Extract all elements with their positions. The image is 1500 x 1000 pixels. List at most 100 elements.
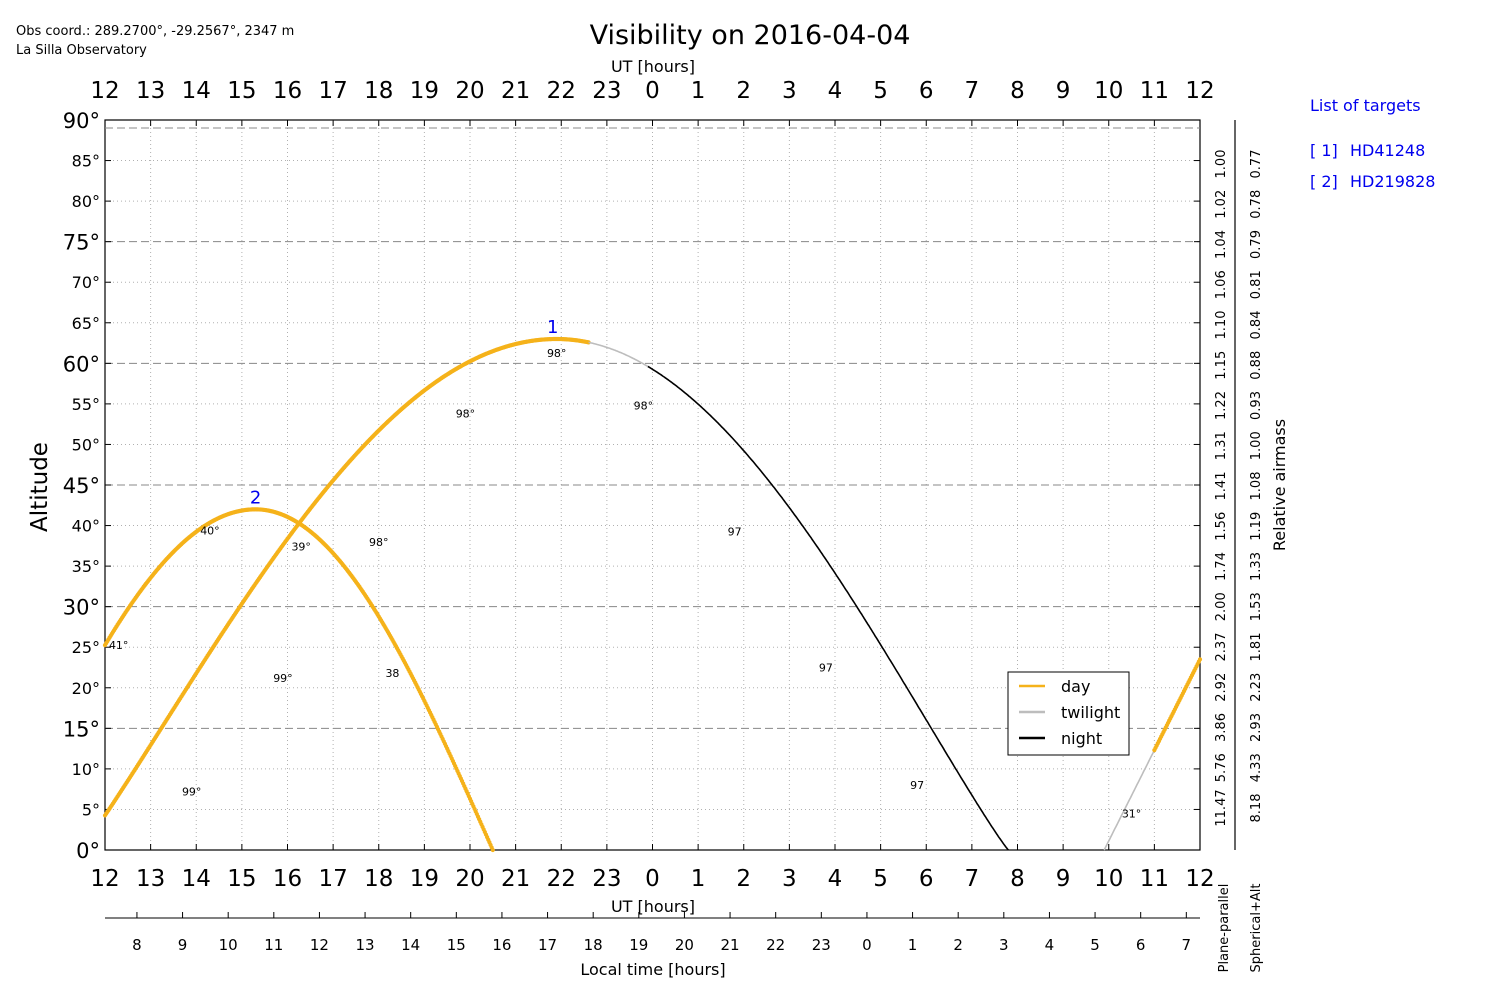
target-number: [ 1]: [1310, 141, 1338, 160]
obs-coord-text: Obs coord.: 289.2700°, -29.2567°, 2347 m: [16, 24, 294, 39]
x-tick-label-top: 0: [645, 78, 660, 104]
airmass-plane-label: 1.15: [1214, 351, 1229, 380]
moon-distance-label: 99°: [182, 786, 202, 799]
x-tick-label-bottom: 17: [318, 866, 347, 892]
airmass-plane-label: 1.04: [1214, 230, 1229, 259]
x-tick-label-top: 22: [547, 78, 576, 104]
airmass-spherical-label: 0.77: [1249, 150, 1264, 179]
legend-entry-twilight: twilight: [1061, 703, 1120, 722]
y-tick-label: 35°: [72, 557, 100, 576]
y-tick-label: 80°: [72, 192, 100, 211]
x-tick-label-bottom: 0: [645, 866, 660, 892]
moon-distance-label: 97: [819, 662, 833, 675]
x-tick-label-bottom: 22: [547, 866, 576, 892]
chart-title: Visibility on 2016-04-04: [590, 20, 911, 51]
airmass-spherical-label: 2.93: [1249, 713, 1264, 742]
x-tick-label-bottom: 6: [919, 866, 934, 892]
y-tick-label: 10°: [72, 760, 100, 779]
x-tick-label-bottom: 21: [501, 866, 530, 892]
y-tick-label: 65°: [72, 314, 100, 333]
target-link-1[interactable]: [ 1] HD41248: [1310, 141, 1435, 160]
x-tick-label-top: 4: [828, 78, 843, 104]
local-tick-label: 23: [812, 936, 831, 954]
y-tick-label: 30°: [63, 596, 100, 620]
x-tick-label-bottom: 1: [691, 866, 706, 892]
y-tick-label: 50°: [72, 435, 100, 454]
airmass-plane-label: 5.76: [1214, 753, 1229, 782]
airmass-spherical-label: 2.23: [1249, 673, 1264, 702]
x-tick-label-bottom: 8: [1010, 866, 1025, 892]
x-tick-label-top: 18: [364, 78, 393, 104]
local-tick-label: 8: [132, 936, 142, 954]
airmass-axis-label: Relative airmass: [1270, 419, 1289, 551]
x-axis-top-label: UT [hours]: [611, 57, 695, 76]
local-tick-label: 16: [492, 936, 511, 954]
curve-dot: [490, 847, 495, 853]
x-tick-label-bottom: 13: [136, 866, 165, 892]
local-tick-label: 21: [721, 936, 740, 954]
x-tick-label-top: 9: [1056, 78, 1071, 104]
airmass-plane-label: 1.31: [1214, 431, 1229, 460]
y-tick-label: 0°: [76, 839, 100, 863]
local-tick-label: 11: [264, 936, 283, 954]
airmass-spherical-label: 4.33: [1249, 753, 1264, 782]
moon-distance-label: 98°: [456, 408, 476, 421]
target3-twilight-curve: [1103, 749, 1156, 851]
target1-day-curve: [102, 336, 591, 818]
x-tick-label-bottom: 11: [1140, 866, 1169, 892]
y-tick-label: 60°: [63, 352, 100, 376]
y-tick-label: 70°: [72, 273, 100, 292]
moon-distance-label: 40°: [200, 524, 220, 537]
x-tick-label-bottom: 15: [227, 866, 256, 892]
moon-distance-label: 98°: [547, 347, 567, 360]
airmass-plane-label: 1.02: [1214, 190, 1229, 219]
x-tick-label-bottom: 2: [736, 866, 751, 892]
airmass-spherical-label: 0.88: [1249, 351, 1264, 380]
x-tick-label-bottom: 9: [1056, 866, 1071, 892]
target-link-2[interactable]: [ 2] HD219828: [1310, 172, 1435, 191]
x-tick-label-top: 7: [965, 78, 980, 104]
y-tick-label: 85°: [72, 152, 100, 171]
observatory-name: La Silla Observatory: [16, 43, 147, 58]
airmass-plane-label: 2.37: [1214, 633, 1229, 662]
target2-peak-label: 2: [250, 487, 261, 508]
local-tick-label: 0: [862, 936, 872, 954]
y-tick-label: 75°: [63, 231, 100, 255]
airmass-spherical-label: 8.18: [1249, 794, 1264, 823]
airmass-plane-label: 1.22: [1214, 391, 1229, 420]
x-tick-label-top: 11: [1140, 78, 1169, 104]
x-tick-label-bottom: 19: [410, 866, 439, 892]
legend: day twilight night: [1007, 671, 1130, 756]
moon-distance-label: 97: [910, 779, 924, 792]
targets-header: List of targets: [1310, 96, 1421, 115]
target3-day-curve: [1152, 657, 1203, 753]
airmass-spherical-label: 0.79: [1249, 230, 1264, 259]
x-tick-label-top: 16: [273, 78, 302, 104]
airmass-spherical-label: 1.53: [1249, 592, 1264, 621]
local-tick-label: 5: [1090, 936, 1100, 954]
target1-peak-label: 1: [547, 317, 558, 338]
airmass-spherical-label: 0.84: [1249, 311, 1264, 340]
x-tick-label-top: 3: [782, 78, 797, 104]
y-tick-label: 90°: [63, 109, 100, 133]
moon-distance-label: 31°: [1122, 808, 1142, 821]
local-tick-label: 6: [1136, 936, 1146, 954]
airmass-plane-label: 2.00: [1214, 592, 1229, 621]
airmass-col-label-plane: Plane-parallel: [1217, 884, 1232, 973]
x-tick-label-bottom: 20: [455, 866, 484, 892]
airmass-spherical-label: 0.78: [1249, 190, 1264, 219]
x-tick-label-bottom: 23: [592, 866, 621, 892]
local-tick-label: 20: [675, 936, 694, 954]
y-tick-label: 15°: [63, 717, 100, 741]
airmass-plane-label: 1.74: [1214, 552, 1229, 581]
x-tick-label-top: 1: [691, 78, 706, 104]
x-tick-label-top: 5: [873, 78, 888, 104]
x-tick-label-top: 10: [1094, 78, 1123, 104]
target-name: HD219828: [1350, 172, 1436, 191]
airmass-plane-label: 1.10: [1214, 311, 1229, 340]
x-tick-label-top: 21: [501, 78, 530, 104]
moon-distance-label: 98°: [634, 400, 654, 413]
legend-entry-night: night: [1061, 729, 1102, 748]
local-tick-label: 4: [1045, 936, 1055, 954]
